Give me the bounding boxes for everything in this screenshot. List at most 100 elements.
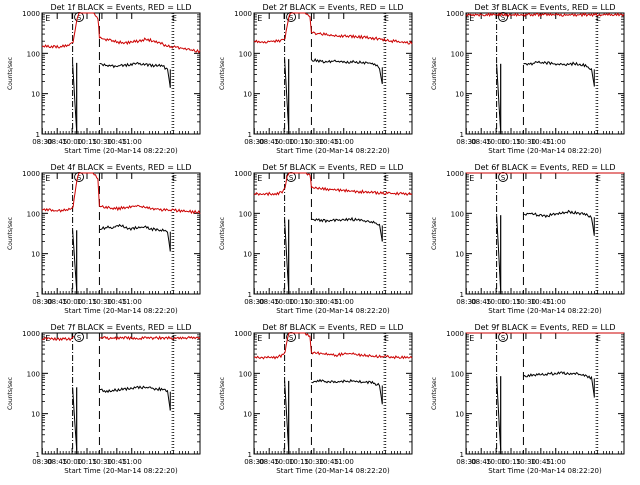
x-tick-label: 08:45: [471, 458, 491, 466]
events-series-line: [496, 60, 595, 133]
panel-title: Det 9f BLACK = Events, RED = LLD: [474, 323, 615, 332]
x-tick-label: 10:30: [516, 298, 536, 306]
y-axis-label: Counts/sec: [431, 217, 438, 250]
x-tick-label: 10:15: [77, 298, 97, 306]
x-tick-label: 10:15: [77, 458, 97, 466]
x-tick-label: 11:00: [122, 138, 142, 146]
y-tick-label: 100: [239, 370, 252, 378]
s-marker-label: S: [501, 174, 506, 182]
x-axis-label: Start Time (20-Mar-14 08:22:20): [488, 147, 602, 155]
x-tick-label: 08:45: [471, 138, 491, 146]
panel-title: Det 4f BLACK = Events, RED = LLD: [50, 163, 191, 172]
x-tick-label: 10:15: [501, 138, 521, 146]
x-tick-label: 10:45: [107, 458, 127, 466]
y-tick-label: 1: [36, 451, 40, 459]
s-marker-label: S: [501, 14, 506, 22]
x-tick-label: 10:45: [319, 458, 339, 466]
y-tick-label: 10: [455, 251, 464, 259]
e-marker-label: E: [469, 174, 474, 183]
y-tick-label: 1: [248, 451, 252, 459]
e-marker-label: E: [596, 14, 601, 23]
x-tick-label: 10:00: [62, 298, 82, 306]
e-marker-label: E: [172, 174, 177, 183]
y-tick-label: 1000: [234, 10, 252, 18]
x-tick-label: 10:15: [501, 458, 521, 466]
x-tick-label: 08:45: [259, 138, 279, 146]
lld-series-line: [41, 335, 201, 342]
x-tick-label: 10:45: [319, 138, 339, 146]
detector-panel: Det 9f BLACK = Events, RED = LLD 1 10 100 10…: [431, 323, 625, 475]
x-tick-label: 08:45: [47, 458, 67, 466]
detector-panel: Det 5f BLACK = Events, RED = LLD 1 10 100 10…: [219, 163, 413, 315]
x-tick-label: 10:00: [486, 298, 506, 306]
e-marker-label: E: [469, 14, 474, 23]
y-tick-label: 100: [239, 210, 252, 218]
x-tick-label: 10:00: [486, 458, 506, 466]
s-marker-label: S: [289, 174, 294, 182]
e-marker-label: E: [469, 334, 474, 343]
x-tick-label: 10:00: [486, 138, 506, 146]
x-tick-label: 10:30: [516, 138, 536, 146]
panel-title: Det 1f BLACK = Events, RED = LLD: [50, 3, 191, 12]
panel-title: Det 7f BLACK = Events, RED = LLD: [50, 323, 191, 332]
y-axis-label: Counts/sec: [219, 57, 226, 90]
e-marker-label: E: [257, 14, 262, 23]
y-axis-label: Counts/sec: [7, 377, 14, 410]
x-tick-label: 10:30: [304, 298, 324, 306]
plot-frame: [41, 172, 201, 295]
x-tick-label: 08:30: [244, 458, 264, 466]
x-tick-label: 11:00: [334, 138, 354, 146]
x-axis-label: Start Time (20-Mar-14 08:22:20): [488, 467, 602, 475]
s-marker-label: S: [77, 174, 82, 182]
events-series-line: [496, 209, 595, 292]
x-tick-label: 08:30: [32, 458, 52, 466]
s-marker-label: S: [77, 334, 82, 342]
x-tick-label: 10:15: [289, 298, 309, 306]
s-marker-circle: [498, 12, 509, 22]
y-tick-label: 100: [27, 210, 40, 218]
events-series-line: [72, 223, 171, 291]
panel-title: Det 2f BLACK = Events, RED = LLD: [262, 3, 403, 12]
s-marker-label: S: [501, 334, 506, 342]
plot-frame: [253, 12, 413, 135]
y-tick-label: 100: [451, 210, 464, 218]
x-tick-label: 10:00: [274, 138, 294, 146]
y-tick-label: 1: [460, 131, 464, 139]
plot-frame: [253, 332, 413, 455]
y-tick-label: 1000: [22, 10, 40, 18]
y-tick-label: 10: [243, 91, 252, 99]
x-tick-label: 08:45: [47, 138, 67, 146]
x-tick-label: 10:15: [77, 138, 97, 146]
plot-frame: [41, 12, 201, 135]
s-marker-label: S: [289, 14, 294, 22]
events-series-line: [72, 385, 171, 450]
s-marker-circle: [74, 332, 85, 342]
y-tick-label: 100: [239, 50, 252, 58]
x-tick-label: 10:30: [516, 458, 536, 466]
y-tick-label: 1000: [22, 330, 40, 338]
x-tick-label: 10:45: [531, 458, 551, 466]
y-tick-label: 100: [451, 50, 464, 58]
x-axis-label: Start Time (20-Mar-14 08:22:20): [64, 307, 178, 315]
y-axis-label: Counts/sec: [7, 217, 14, 250]
events-series-line: [72, 61, 171, 132]
x-tick-label: 10:45: [531, 298, 551, 306]
y-tick-label: 1000: [234, 170, 252, 178]
plot-frame: [253, 172, 413, 295]
e-marker-label: E: [596, 334, 601, 343]
e-marker-label: E: [596, 174, 601, 183]
y-axis-label: Counts/sec: [431, 377, 438, 410]
detector-panel: Det 4f BLACK = Events, RED = LLD 1 10 100 10…: [7, 163, 201, 315]
events-series-line: [284, 378, 383, 452]
panel-title: Det 5f BLACK = Events, RED = LLD: [262, 163, 403, 172]
x-tick-label: 11:00: [122, 298, 142, 306]
e-marker-label: E: [384, 334, 389, 343]
y-tick-label: 1000: [446, 10, 464, 18]
y-tick-label: 1: [248, 291, 252, 299]
x-tick-label: 08:30: [456, 458, 476, 466]
x-tick-label: 10:00: [274, 458, 294, 466]
y-tick-label: 10: [31, 91, 40, 99]
lld-series-line: [253, 332, 413, 360]
e-marker-label: E: [384, 14, 389, 23]
events-series-line: [496, 371, 595, 451]
